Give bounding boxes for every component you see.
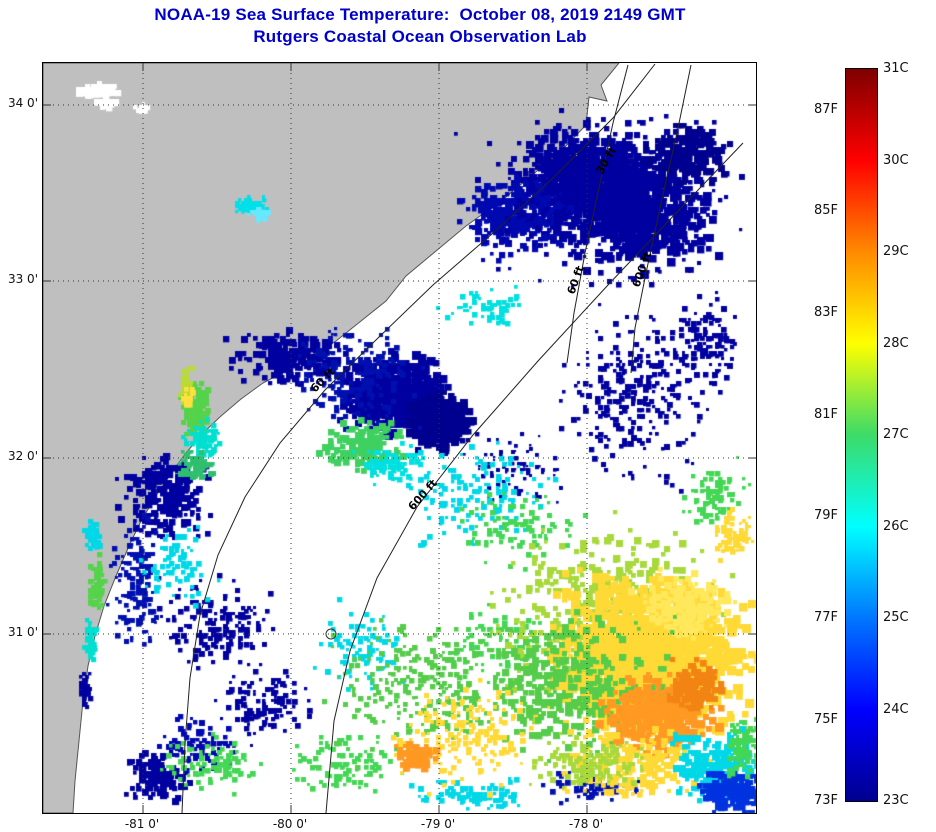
colorbar-celsius-label: 25C xyxy=(883,610,909,625)
colorbar-celsius-label: 23C xyxy=(883,793,909,808)
depth-contour-line xyxy=(325,142,744,813)
colorbar-celsius-label: 29C xyxy=(883,244,909,259)
colorbar-fahrenheit-label: 87F xyxy=(813,101,838,117)
depth-contour-line xyxy=(566,64,629,364)
x-axis-tick-label: -81 0' xyxy=(124,817,160,831)
station-marker xyxy=(325,628,337,640)
x-axis-tick-label: -80 0' xyxy=(272,817,308,831)
colorbar-celsius-label: 31C xyxy=(883,61,909,76)
x-axis-tick-label: -78 0' xyxy=(568,817,604,831)
y-axis-tick-label: 34 0' xyxy=(7,96,38,110)
map-plot-area: 60 ft 600 ft 60 ft 600 ft 30 ft xyxy=(42,62,757,814)
colorbar-celsius-label: 27C xyxy=(883,427,909,442)
figure-subtitle: Rutgers Coastal Ocean Observation Lab xyxy=(253,27,587,46)
colorbar-fahrenheit-label: 77F xyxy=(813,610,838,625)
y-axis-tick-label: 32 0' xyxy=(7,449,38,463)
colorbar-celsius-label: 26C xyxy=(883,518,909,534)
colorbar-fahrenheit-label: 79F xyxy=(813,508,838,524)
colorbar-celsius-label: 24C xyxy=(883,701,909,717)
colorbar xyxy=(845,68,878,802)
depth-contour-label: 30 ft xyxy=(593,145,619,177)
map-overlay-layer: 60 ft 600 ft 60 ft 600 ft 30 ft xyxy=(43,63,756,813)
colorbar-celsius-label: 30C xyxy=(883,152,909,168)
depth-contour-label: 60 ft xyxy=(308,365,338,395)
colorbar-fahrenheit-label: 83F xyxy=(813,304,838,320)
depth-contour-label: 600 ft xyxy=(630,250,655,289)
colorbar-fahrenheit-label: 73F xyxy=(813,793,838,808)
depth-contour-line xyxy=(630,64,692,374)
depth-contour-label: 600 ft xyxy=(406,477,440,513)
depth-contour-line xyxy=(181,63,656,813)
y-axis-tick-label: 33 0' xyxy=(7,272,38,286)
colorbar-celsius-label: 28C xyxy=(883,335,909,351)
y-axis-tick-label: 31 0' xyxy=(7,625,38,639)
depth-contour-label: 60 ft xyxy=(565,264,587,296)
figure-title: NOAA-19 Sea Surface Temperature: October… xyxy=(154,5,686,24)
colorbar-fahrenheit-label: 85F xyxy=(813,203,838,219)
sst-data-layer xyxy=(43,63,756,813)
colorbar-fahrenheit-label: 75F xyxy=(813,711,838,727)
colorbar-fahrenheit-label: 81F xyxy=(813,406,838,422)
x-axis-tick-label: -79 0' xyxy=(420,817,456,831)
